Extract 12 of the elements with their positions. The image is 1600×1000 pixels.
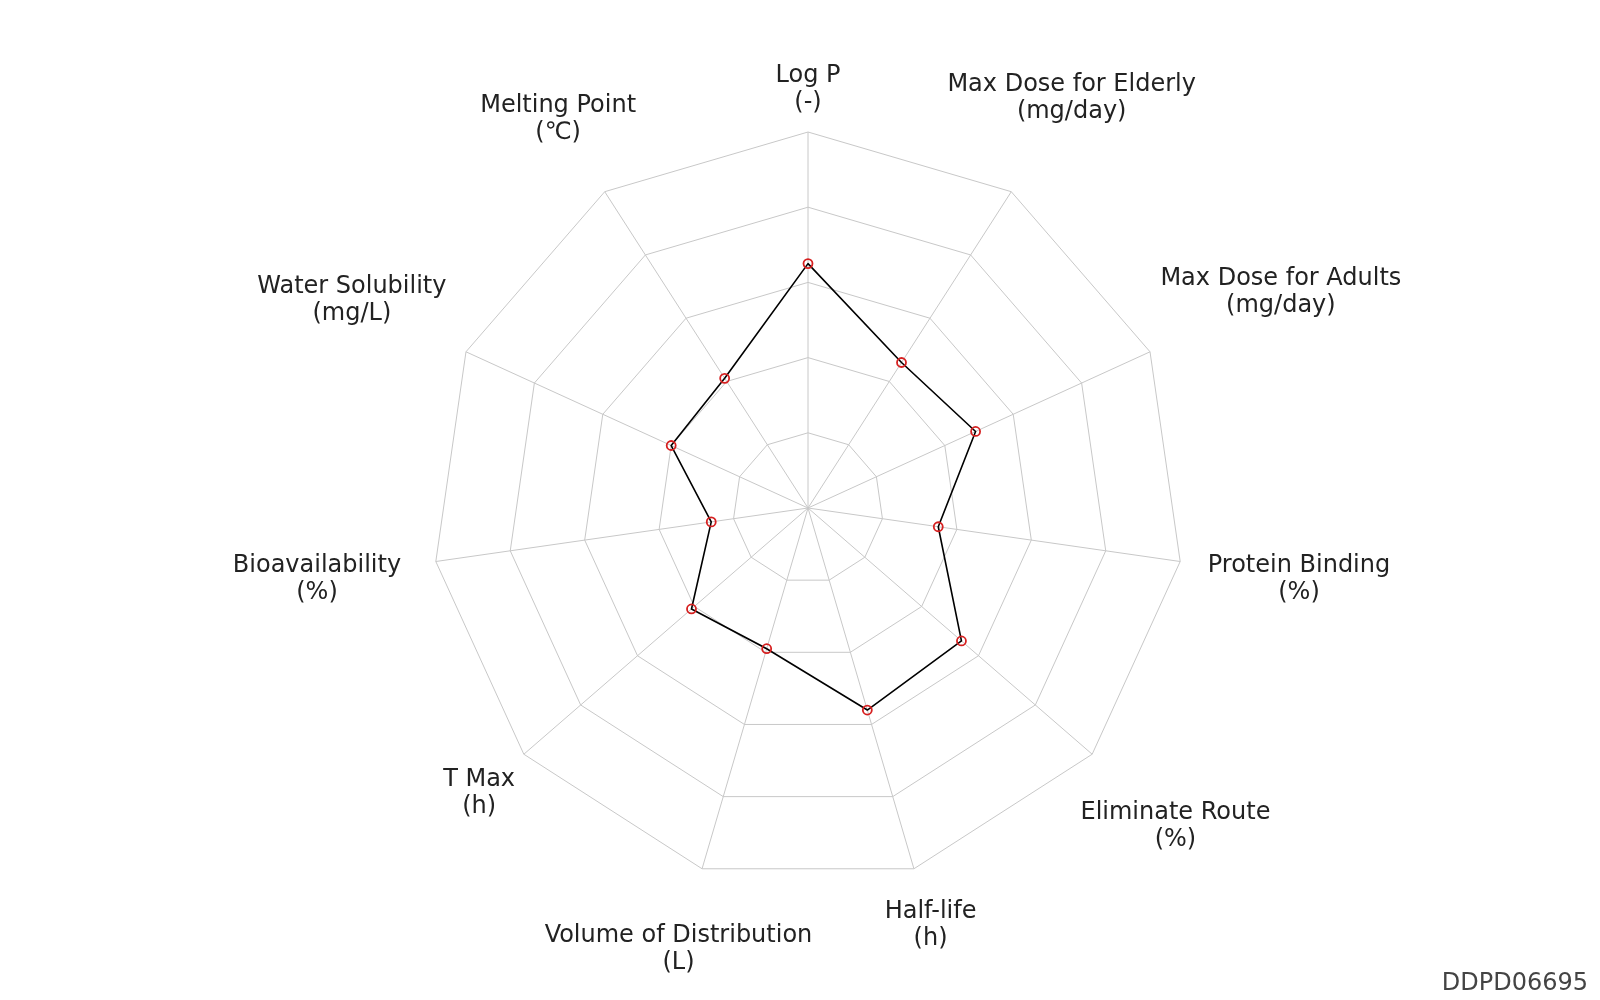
spoke-label: T Max (h) (442, 763, 516, 819)
text: DDPD06695 (1441, 968, 1588, 996)
spoke-label: Max Dose for Adults (mg/day) (1160, 263, 1402, 319)
spoke-label: Protein Binding (%) (1207, 549, 1391, 605)
spoke-label: Max Dose for Elderly (mg/day) (947, 68, 1196, 124)
spoke-label: Bioavailability (%) (232, 549, 402, 605)
spoke-label: Half-life (h) (884, 896, 977, 952)
spoke-label: Water Solubility (mg/L) (257, 270, 447, 326)
spoke-label: Log P (-) (775, 60, 841, 115)
spoke-label: Eliminate Route (%) (1080, 797, 1271, 853)
spoke-label: Melting Point (℃) (480, 90, 637, 146)
spoke-label: Volume of Distribution (L) (544, 920, 813, 976)
